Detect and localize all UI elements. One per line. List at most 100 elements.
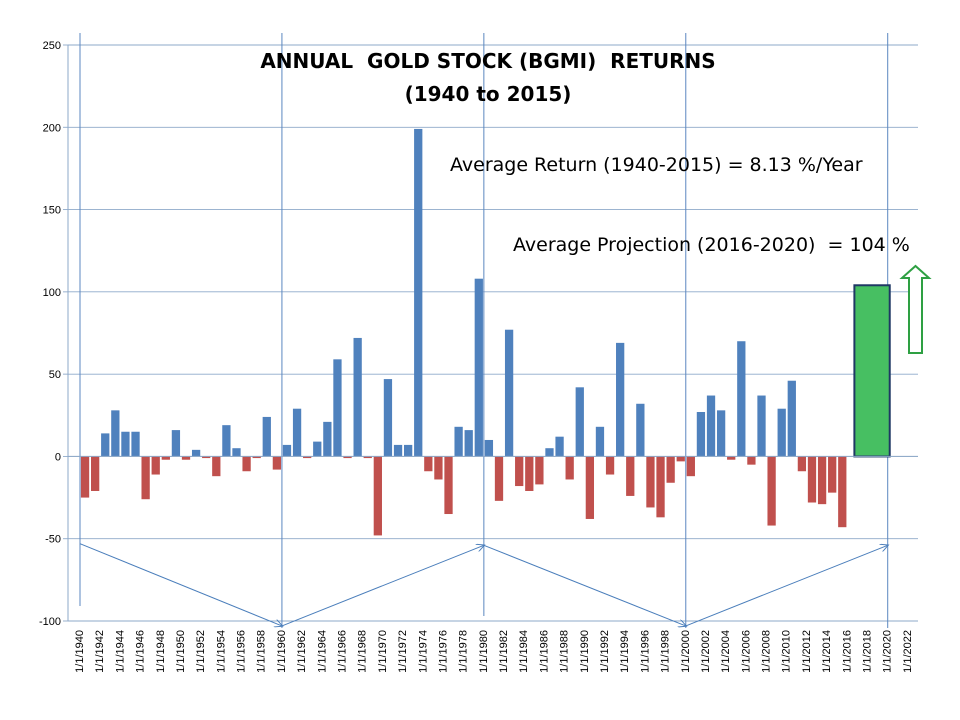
bar (353, 337, 362, 457)
x-tick-label: 1/1/1968 (357, 630, 369, 673)
bar (141, 456, 150, 500)
y-tick-label: 100 (43, 287, 61, 299)
x-tick-label: 1/1/2008 (761, 630, 773, 673)
x-tick-label: 1/1/1986 (538, 630, 550, 673)
bar (121, 431, 130, 457)
chart-subtitle: (1940 to 2015) (405, 82, 572, 106)
bar (817, 456, 827, 505)
x-tick-label: 1/1/1998 (660, 630, 672, 673)
x-tick-label: 1/1/1984 (518, 630, 530, 673)
projection-bar (853, 284, 891, 458)
x-tick-label: 1/1/1972 (397, 630, 409, 673)
x-tick-label: 1/1/1966 (337, 630, 349, 673)
y-tick-label: 200 (43, 122, 61, 134)
bar (434, 456, 443, 480)
x-tick-label: 1/1/2022 (902, 630, 914, 673)
bar (222, 425, 231, 457)
bar (292, 408, 302, 457)
bar (232, 448, 241, 457)
x-tick-label: 1/1/1942 (94, 630, 106, 673)
x-tick-label: 1/1/1990 (579, 630, 591, 673)
x-tick-label: 1/1/1950 (175, 630, 187, 673)
bar (91, 456, 100, 491)
bar (202, 456, 211, 459)
x-tick-label: 1/1/2000 (680, 630, 692, 673)
bar (252, 456, 261, 459)
x-tick-label: 1/1/2020 (882, 630, 894, 673)
bar (727, 456, 736, 460)
bar (464, 430, 473, 457)
bar (191, 449, 201, 457)
x-tick-label: 1/1/1992 (599, 630, 611, 673)
bar (828, 456, 837, 493)
bar (716, 410, 726, 457)
x-tick-label: 1/1/1978 (458, 630, 470, 673)
x-tick-label: 1/1/1958 (256, 630, 268, 673)
x-tick-label: 1/1/1962 (296, 630, 308, 673)
y-tick-labels: -100 -50 0 50 100 150 200 250 (39, 40, 61, 628)
bar (484, 439, 494, 457)
bar (282, 444, 292, 457)
bar (242, 456, 251, 472)
cycle-arrow (79, 543, 282, 626)
bar (424, 456, 433, 472)
bar (807, 456, 817, 503)
x-tick-label: 1/1/1954 (215, 630, 227, 673)
y-tick-label: -100 (39, 616, 61, 628)
bar (161, 456, 170, 460)
x-tick-label: 1/1/1944 (114, 630, 126, 673)
bar (333, 359, 342, 457)
bar (706, 395, 716, 457)
chart-title: ANNUAL GOLD STOCK (BGMI) RETURNS (260, 49, 715, 73)
bar (525, 456, 534, 491)
x-tick-label: 1/1/2006 (740, 630, 752, 673)
x-tick-label: 1/1/2010 (781, 630, 793, 673)
bar (131, 431, 140, 457)
bar (454, 426, 463, 457)
axes (67, 45, 918, 621)
bar (171, 430, 181, 457)
bar (393, 444, 403, 457)
bar (403, 444, 413, 457)
bar (151, 456, 160, 475)
bar (686, 456, 695, 477)
bar (111, 410, 120, 457)
bar (656, 456, 665, 518)
x-tick-label: 1/1/1994 (619, 630, 631, 673)
x-tick-labels: 1/1/1940 1/1/1942 1/1/1944 1/1/1946 1/1/1948… (74, 630, 914, 673)
bar (747, 456, 756, 465)
x-tick-label: 1/1/1976 (437, 630, 449, 673)
bar (535, 456, 544, 485)
gridlines (63, 44, 918, 622)
x-tick-label: 1/1/2018 (862, 630, 874, 673)
bar (636, 403, 645, 457)
bar (676, 456, 685, 462)
bar (777, 408, 786, 457)
bar (838, 456, 847, 528)
bar (696, 411, 706, 457)
bar (787, 380, 796, 457)
bar (303, 456, 312, 459)
x-tick-label: 1/1/2014 (821, 630, 833, 673)
bar (313, 441, 322, 457)
bar (363, 456, 372, 459)
bar (545, 448, 554, 457)
bar (80, 456, 90, 498)
bar (666, 456, 675, 483)
bar (272, 456, 282, 470)
bar (262, 416, 271, 457)
x-tick-label: 1/1/2002 (700, 630, 712, 673)
bar (737, 341, 746, 457)
x-tick-label: 1/1/1960 (276, 630, 288, 673)
bar (323, 421, 332, 457)
average-projection-annotation: Average Projection (2016-2020) = 104 % (513, 234, 910, 256)
cycle-arrow (281, 545, 484, 627)
bar (646, 456, 655, 508)
bar (797, 456, 807, 472)
x-tick-label: 1/1/1970 (377, 630, 389, 673)
y-tick-label: 250 (43, 40, 61, 52)
bar (575, 387, 584, 457)
x-tick-label: 1/1/1982 (498, 630, 510, 673)
x-tick-label: 1/1/1940 (74, 630, 86, 673)
